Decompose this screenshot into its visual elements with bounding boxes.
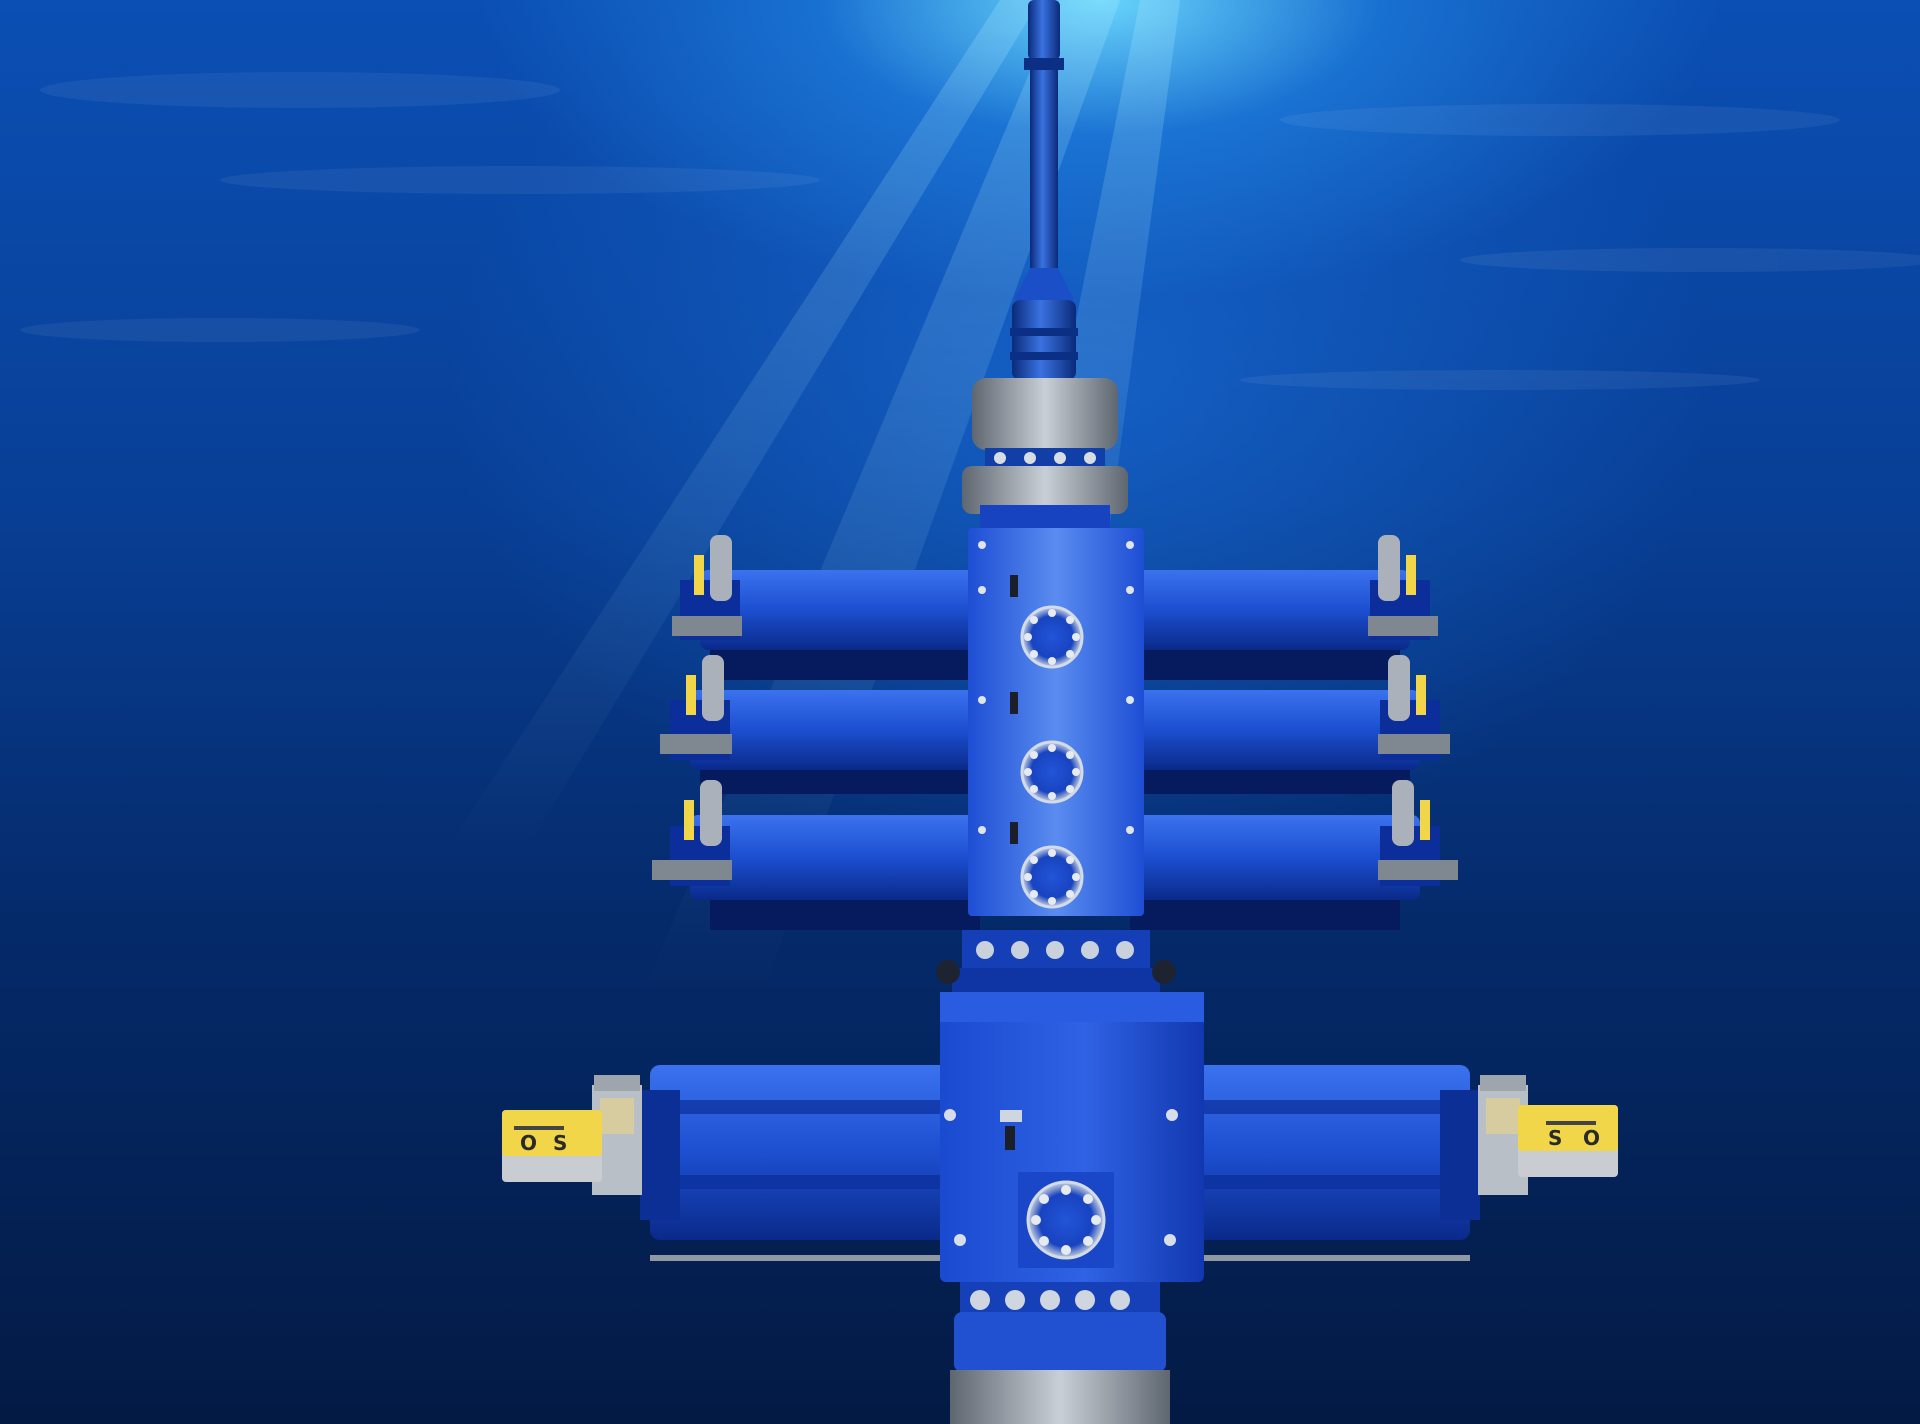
ram-lock-handles: [1010, 575, 1018, 844]
indicator-left-shut-label: S: [553, 1131, 567, 1155]
ram-row-1: [672, 535, 1438, 680]
upper-ram-stack: [652, 528, 1458, 930]
lower-ram: [640, 992, 1480, 1282]
access-flange-1: [1020, 605, 1084, 669]
indicator-right: S O: [1478, 1075, 1618, 1195]
indicator-right-open-label: O: [1583, 1126, 1600, 1150]
access-flange-2: [1020, 740, 1084, 804]
water-ripples: [20, 72, 1920, 390]
upper-ram-body: [968, 528, 1144, 916]
bottom-connector: [950, 1282, 1170, 1424]
spool-spacer: [936, 930, 1176, 996]
upper-body-bolts: [978, 541, 1134, 834]
indicator-left-open-label: O: [520, 1131, 537, 1155]
indicator-left: O S: [502, 1075, 642, 1195]
access-flange-3: [1020, 845, 1084, 909]
ram-row-2: [660, 655, 1450, 794]
ram-row-3: [652, 780, 1458, 930]
top-connector: [962, 378, 1128, 535]
riser-pipe: [1010, 0, 1078, 380]
indicator-right-shut-label: S: [1548, 1126, 1562, 1150]
